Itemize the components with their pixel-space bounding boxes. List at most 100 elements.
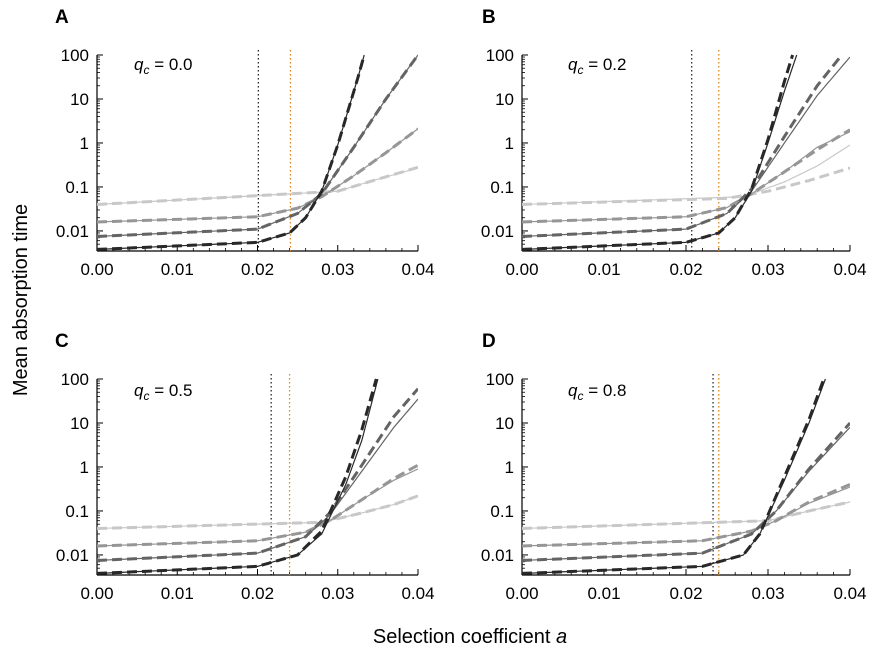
param-subscript: c bbox=[143, 63, 149, 77]
series-dashed-darkest bbox=[97, 54, 366, 251]
series-line-light bbox=[97, 167, 418, 206]
series-dashed-light bbox=[522, 166, 850, 206]
series-line-medium bbox=[522, 131, 850, 223]
x-axis-title-symbol: a bbox=[556, 626, 567, 648]
param-subscript: c bbox=[577, 389, 583, 403]
param-annotation: qc = 0.5 bbox=[134, 381, 192, 403]
param-subscript: c bbox=[143, 389, 149, 403]
panel-a: 0.00 0.01 0.02 0.03 0.04 0.01 0.1 1 10 100 Aqc = 0… bbox=[55, 7, 435, 279]
series-dashed-darkest bbox=[97, 378, 378, 575]
x-tick-label: 0.01 bbox=[587, 260, 620, 279]
panel-label: C bbox=[55, 331, 69, 352]
param-equals: = bbox=[149, 55, 168, 74]
y-tick-label: 100 bbox=[61, 370, 89, 389]
series-line-dark bbox=[522, 426, 850, 562]
series-dashed-medium bbox=[522, 128, 850, 224]
series-dashed-light bbox=[97, 494, 418, 530]
x-tick-label: 0.03 bbox=[321, 260, 354, 279]
x-tick-label: 0.01 bbox=[587, 584, 620, 603]
x-tick-label: 0.00 bbox=[80, 584, 113, 603]
y-tick-label: 0.1 bbox=[65, 178, 89, 197]
series-dashed-medium bbox=[522, 483, 850, 548]
y-tick-label: 1 bbox=[505, 458, 514, 477]
x-axis-title-text: Selection coefficient bbox=[373, 626, 551, 648]
series-group bbox=[522, 378, 850, 575]
series-line-medium bbox=[97, 468, 418, 547]
x-tick-label: 0.02 bbox=[241, 260, 274, 279]
y-tick-label: 0.01 bbox=[481, 222, 514, 241]
y-tick-label: 0.1 bbox=[65, 502, 89, 521]
param-annotation: qc = 0.0 bbox=[134, 55, 192, 77]
series-line-medium bbox=[522, 486, 850, 547]
x-tick-label: 0.04 bbox=[833, 260, 866, 279]
param-equals: = bbox=[583, 55, 602, 74]
series-dashed-darkest bbox=[522, 378, 826, 575]
y-tick-label: 100 bbox=[486, 46, 514, 65]
series-dashed-dark bbox=[522, 54, 843, 238]
x-tick-label: 0.03 bbox=[751, 584, 784, 603]
series-line-medium bbox=[97, 128, 418, 223]
series-line-dark bbox=[97, 54, 418, 238]
series-group bbox=[97, 378, 418, 575]
x-tick-label: 0.02 bbox=[669, 584, 702, 603]
param-annotation: qc = 0.8 bbox=[568, 381, 626, 403]
param-symbol: q bbox=[568, 381, 578, 400]
y-tick-label: 1 bbox=[505, 134, 514, 153]
series-dashed-dark bbox=[97, 387, 418, 562]
series-dashed-darkest bbox=[522, 54, 795, 251]
panel-label: B bbox=[482, 7, 496, 28]
x-tick-label: 0.04 bbox=[401, 260, 434, 279]
panel-label: A bbox=[55, 7, 69, 28]
y-tick-label: 0.1 bbox=[490, 178, 514, 197]
x-axis-title: Selection coefficient a bbox=[373, 626, 567, 648]
x-tick-label: 0.04 bbox=[401, 584, 434, 603]
x-tick-label: 0.00 bbox=[505, 260, 538, 279]
series-group bbox=[97, 54, 418, 251]
y-tick-label: 0.1 bbox=[490, 502, 514, 521]
y-tick-label: 10 bbox=[495, 414, 514, 433]
param-symbol: q bbox=[568, 55, 578, 74]
param-equals: = bbox=[583, 381, 602, 400]
series-group bbox=[522, 54, 850, 251]
param-symbol: q bbox=[134, 55, 144, 74]
y-axis-title: Mean absorption time bbox=[10, 204, 32, 396]
y-tick-label: 0.01 bbox=[481, 546, 514, 565]
param-value: 0.2 bbox=[603, 55, 627, 74]
series-dashed-medium bbox=[97, 463, 418, 548]
x-tick-label: 0.00 bbox=[80, 260, 113, 279]
x-tick-label: 0.02 bbox=[241, 584, 274, 603]
y-tick-label: 100 bbox=[61, 46, 89, 65]
param-symbol: q bbox=[134, 381, 144, 400]
panel-c: 0.00 0.01 0.02 0.03 0.04 0.01 0.1 1 10 100 Cqc = 0… bbox=[55, 331, 435, 603]
y-tick-label: 1 bbox=[80, 134, 89, 153]
param-subscript: c bbox=[577, 63, 583, 77]
series-line-dark bbox=[522, 56, 850, 238]
panel-label: D bbox=[482, 331, 496, 352]
y-tick-label: 10 bbox=[70, 90, 89, 109]
param-annotation: qc = 0.2 bbox=[568, 55, 626, 77]
panel-d: 0.00 0.01 0.02 0.03 0.04 0.01 0.1 1 10 100 Dqc = 0… bbox=[481, 331, 867, 603]
x-tick-label: 0.01 bbox=[161, 584, 194, 603]
x-tick-label: 0.02 bbox=[669, 260, 702, 279]
y-tick-label: 10 bbox=[495, 90, 514, 109]
series-line-dark bbox=[97, 398, 418, 562]
series-line-darkest bbox=[97, 378, 379, 575]
param-value: 0.5 bbox=[169, 381, 193, 400]
x-tick-label: 0.01 bbox=[161, 260, 194, 279]
y-tick-label: 10 bbox=[70, 414, 89, 433]
y-tick-label: 0.01 bbox=[56, 546, 89, 565]
param-value: 0.8 bbox=[603, 381, 627, 400]
param-value: 0.0 bbox=[169, 55, 193, 74]
series-dashed-light bbox=[522, 500, 850, 530]
series-dashed-light bbox=[97, 165, 418, 206]
y-tick-label: 0.01 bbox=[56, 222, 89, 241]
y-tick-label: 100 bbox=[486, 370, 514, 389]
x-tick-label: 0.04 bbox=[833, 584, 866, 603]
param-equals: = bbox=[149, 381, 168, 400]
panel-b: 0.00 0.01 0.02 0.03 0.04 0.01 0.1 1 10 100 Bqc = 0… bbox=[481, 7, 867, 279]
series-dashed-dark bbox=[97, 54, 418, 238]
x-tick-label: 0.00 bbox=[505, 584, 538, 603]
y-tick-label: 1 bbox=[80, 458, 89, 477]
